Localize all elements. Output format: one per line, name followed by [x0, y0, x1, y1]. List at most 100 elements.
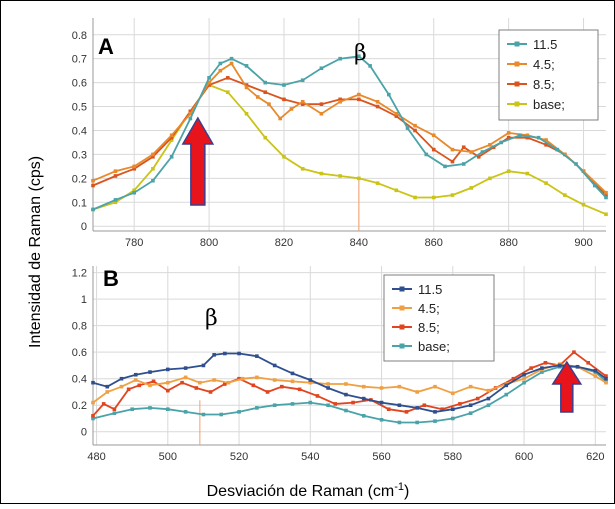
- series-point: [188, 109, 193, 114]
- series-point: [480, 150, 485, 154]
- series-point: [319, 66, 324, 71]
- series-point: [198, 380, 202, 385]
- series-line: [92, 55, 607, 211]
- series-point: [263, 80, 268, 85]
- series-point: [183, 375, 188, 380]
- legend-label: 8.5;: [533, 77, 555, 92]
- series-point: [282, 155, 286, 159]
- series-point: [315, 394, 320, 398]
- series-point: [604, 190, 608, 195]
- series-point: [397, 384, 402, 389]
- x-axis-label-main: Desviación de Raman (cm: [207, 483, 395, 500]
- x-tick-label: 560: [372, 451, 390, 463]
- series-point: [113, 198, 118, 202]
- y-tick-label: 0.2: [72, 173, 87, 185]
- series-point: [387, 92, 391, 97]
- series-point: [297, 387, 302, 392]
- series-point: [563, 193, 567, 197]
- series-point: [522, 380, 526, 385]
- red-arrow: [181, 116, 215, 206]
- x-tick-label: 800: [200, 237, 218, 249]
- series-point: [357, 54, 361, 59]
- x-tick-label: 580: [444, 451, 462, 463]
- series-point: [272, 363, 277, 368]
- x-axis-label-superscript: -1: [394, 481, 404, 493]
- series-point: [91, 380, 95, 385]
- series-point: [272, 378, 277, 382]
- legend-swatch-marker: [399, 324, 405, 330]
- series-point: [433, 410, 437, 414]
- series-point: [543, 360, 548, 365]
- series-point: [525, 135, 530, 140]
- series-point: [572, 350, 576, 354]
- series-point: [319, 102, 324, 106]
- series-point: [361, 396, 366, 401]
- series-point: [415, 406, 419, 410]
- series-point: [130, 407, 134, 411]
- series-point: [506, 169, 511, 173]
- series-point: [112, 411, 117, 415]
- series-point: [218, 68, 223, 73]
- series-point: [544, 138, 548, 142]
- series-line: [92, 363, 607, 404]
- series-point: [226, 76, 230, 80]
- series-point: [244, 83, 249, 87]
- series-point: [169, 138, 174, 142]
- series-point: [300, 78, 305, 83]
- series-point: [468, 403, 473, 408]
- x-tick-label: 480: [87, 451, 105, 463]
- series-point: [169, 133, 174, 138]
- series-point: [458, 402, 462, 406]
- series-point: [201, 363, 206, 368]
- series-point: [344, 408, 348, 413]
- series-point: [333, 402, 338, 406]
- series-point: [326, 403, 330, 408]
- y-tick-label: 0.6: [72, 78, 87, 90]
- y-tick-label: 0.7: [72, 54, 87, 66]
- series-point: [91, 207, 95, 212]
- series-point: [278, 116, 283, 121]
- series-point: [133, 378, 138, 382]
- series-point: [319, 111, 324, 116]
- series-point: [522, 376, 526, 381]
- series-point: [212, 353, 216, 357]
- series-point: [272, 403, 277, 408]
- x-tick-label: 500: [159, 451, 177, 463]
- series-point: [308, 400, 313, 405]
- series-point: [126, 387, 131, 392]
- legend-label: 8.5;: [418, 320, 440, 335]
- series-point: [194, 386, 199, 390]
- series-point: [208, 390, 213, 394]
- series-point: [440, 407, 444, 411]
- series-point: [280, 384, 284, 389]
- series-point: [604, 195, 608, 200]
- series-point: [451, 416, 455, 421]
- series-point: [132, 166, 136, 171]
- series-point: [450, 159, 455, 164]
- series-point: [169, 155, 174, 159]
- series-point: [237, 376, 241, 381]
- series-point: [265, 390, 270, 394]
- y-axis-label: Intensidad de Raman (cps): [27, 156, 44, 348]
- legend-swatch-marker: [514, 101, 520, 107]
- series-point: [112, 407, 117, 411]
- series-point: [223, 351, 227, 356]
- y-tick-label: 0: [81, 427, 87, 439]
- series-point: [431, 147, 436, 152]
- series-point: [169, 135, 174, 140]
- series-point: [604, 376, 608, 381]
- series-point: [132, 190, 136, 195]
- y-tick-label: 0.4: [72, 374, 87, 386]
- series-point: [413, 128, 417, 133]
- legend-label: 4.5;: [533, 57, 555, 72]
- series-point: [119, 376, 124, 381]
- series-point: [344, 382, 348, 386]
- panel-b: 0 0.2 0.4 0.6 0.8 1 1.2 480 500 520 540 560 580 600 62…: [72, 266, 608, 463]
- legend-label: 11.5: [418, 282, 442, 297]
- series-point: [431, 133, 436, 138]
- series-point: [451, 391, 455, 396]
- series-point: [180, 380, 184, 385]
- series-point: [229, 61, 234, 66]
- series-point: [219, 412, 224, 417]
- series-point: [223, 382, 227, 386]
